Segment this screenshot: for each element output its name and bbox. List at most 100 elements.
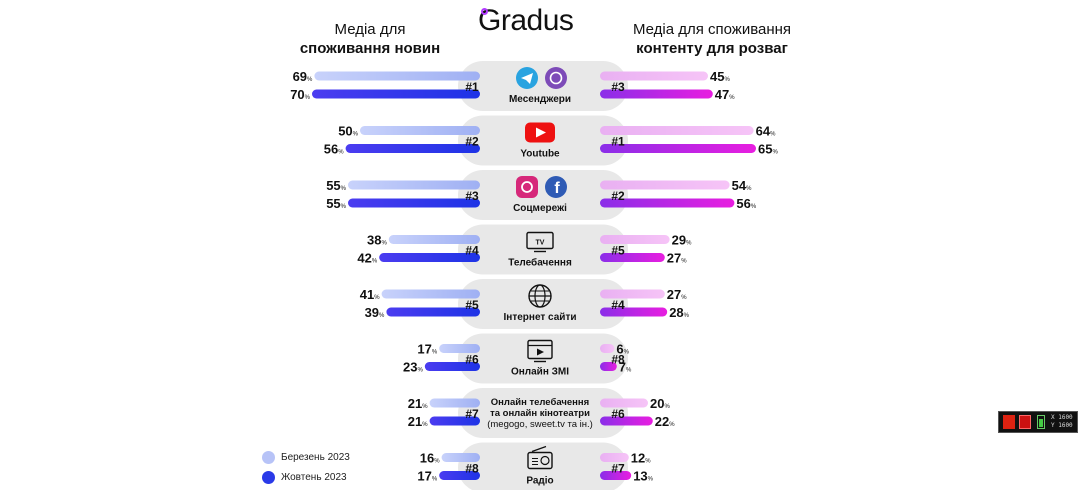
- entertainment-bar-march: [600, 398, 648, 408]
- news-rank: #5: [465, 298, 479, 312]
- entertainment-value-october: 56%: [736, 196, 756, 211]
- entertainment-rank: #8: [611, 353, 625, 367]
- online-media-play-shape: [537, 348, 544, 356]
- news-bar-october: [429, 416, 480, 426]
- category-pill: [458, 388, 628, 438]
- widget-record-icon: [1019, 415, 1031, 429]
- logo-text: Gradus: [478, 4, 574, 37]
- category-label: (megogo, sweet.tv та ін.): [487, 419, 593, 430]
- entertainment-header-line1: Медіа для споживання: [632, 21, 792, 38]
- news-value-october: 17%: [417, 469, 437, 484]
- entertainment-bar-march: [600, 180, 730, 190]
- entertainment-rank: #6: [611, 407, 625, 421]
- entertainment-bar-october: [600, 471, 632, 480]
- legend-swatch-march: [262, 451, 275, 464]
- news-bar-october: [379, 253, 480, 262]
- widget-y: Y 1600: [1051, 422, 1073, 429]
- entertainment-value-march: 27%: [667, 287, 687, 302]
- entertainment-value-march: 20%: [650, 396, 670, 411]
- news-header: Медіа для споживання новин: [270, 20, 470, 58]
- legend-item-march: Березень 2023: [262, 451, 350, 464]
- news-value-october: 39%: [365, 305, 385, 320]
- category-pill: [458, 442, 628, 490]
- tv-icon: [526, 231, 554, 250]
- logo-dot-icon: [481, 8, 488, 15]
- legend-swatch-october: [262, 471, 275, 484]
- entertainment-bar-march: [600, 289, 665, 299]
- entertainment-rank: #4: [611, 298, 625, 312]
- entertainment-value-march: 29%: [672, 233, 692, 248]
- news-bar-october: [348, 198, 480, 208]
- news-bar-march: [439, 344, 480, 353]
- category-label: Месенджери: [509, 94, 571, 105]
- entertainment-value-march: 45%: [710, 69, 730, 84]
- entertainment-bar-october: [600, 416, 653, 426]
- viber-phone-shape: [549, 71, 563, 85]
- facebook-f-glyph: f: [554, 180, 560, 197]
- news-bar-october: [439, 471, 480, 480]
- widget-x: X 1600: [1051, 414, 1073, 421]
- news-value-march: 50%: [338, 124, 358, 139]
- news-value-october: 56%: [324, 142, 344, 157]
- entertainment-bar-october: [600, 307, 668, 317]
- radio-antenna-shape: [531, 445, 547, 453]
- news-value-march: 38%: [367, 233, 387, 248]
- overlay-widget: X 1600 Y 1600: [998, 411, 1078, 433]
- entertainment-bar-march: [600, 344, 615, 353]
- category-label: Youtube: [520, 149, 560, 160]
- entertainment-rank: #5: [611, 244, 625, 258]
- news-bar-march: [314, 71, 480, 81]
- category-label: Радіо: [526, 476, 553, 487]
- entertainment-bar-october: [600, 253, 665, 262]
- legend-label-march: Березень 2023: [281, 452, 350, 463]
- entertainment-bar-march: [600, 71, 708, 81]
- widget-battery-icon: [1037, 415, 1045, 429]
- entertainment-bar-october: [600, 89, 713, 99]
- widget-coordinates: X 1600 Y 1600: [1051, 414, 1073, 430]
- category-pill: [458, 224, 628, 275]
- news-value-march: 55%: [326, 178, 346, 193]
- category-pill: [458, 170, 628, 220]
- widget-red-icon: [1003, 415, 1015, 429]
- youtube-play-shape: [536, 127, 546, 138]
- news-rank: #8: [465, 462, 479, 476]
- news-bar-march: [381, 289, 480, 299]
- facebook-icon: [545, 176, 567, 198]
- entertainment-value-october: 65%: [758, 142, 778, 157]
- news-rank: #3: [465, 189, 479, 203]
- news-value-march: 41%: [360, 287, 380, 302]
- category-label: Інтернет сайти: [504, 312, 577, 323]
- online-media-icon: [527, 339, 553, 360]
- entertainment-value-march: 12%: [631, 451, 651, 466]
- instagram-icon: [516, 176, 538, 198]
- news-value-october: 55%: [326, 196, 346, 211]
- news-value-march: 16%: [420, 451, 440, 466]
- news-rank: #4: [465, 244, 479, 258]
- news-bar-march: [429, 398, 480, 408]
- news-value-october: 42%: [357, 251, 377, 266]
- category-label: та онлайн кінотеатри: [490, 408, 590, 419]
- news-bar-march: [388, 235, 480, 244]
- entertainment-bar-october: [600, 198, 735, 208]
- category-label: Онлайн ЗМІ: [511, 367, 569, 378]
- news-bar-march: [441, 453, 480, 462]
- entertainment-rank: #7: [611, 462, 625, 476]
- category-label: Телебачення: [508, 257, 572, 269]
- radio-icon: [527, 451, 553, 470]
- entertainment-rank: #1: [611, 135, 625, 149]
- entertainment-bar-march: [600, 126, 754, 135]
- entertainment-value-october: 27%: [667, 251, 687, 266]
- entertainment-header: Медіа для споживання контенту для розваг: [612, 20, 812, 58]
- entertainment-rank: #3: [611, 80, 625, 94]
- news-value-october: 23%: [403, 360, 423, 375]
- news-bar-march: [360, 126, 480, 135]
- news-rank: #2: [465, 135, 479, 149]
- entertainment-bar-october: [600, 362, 617, 371]
- news-bar-october: [345, 144, 480, 153]
- news-rank: #1: [465, 80, 479, 94]
- entertainment-bar-october: [600, 144, 756, 153]
- entertainment-bar-march: [600, 235, 670, 244]
- news-bar-october: [386, 307, 480, 317]
- entertainment-value-october: 13%: [633, 469, 653, 484]
